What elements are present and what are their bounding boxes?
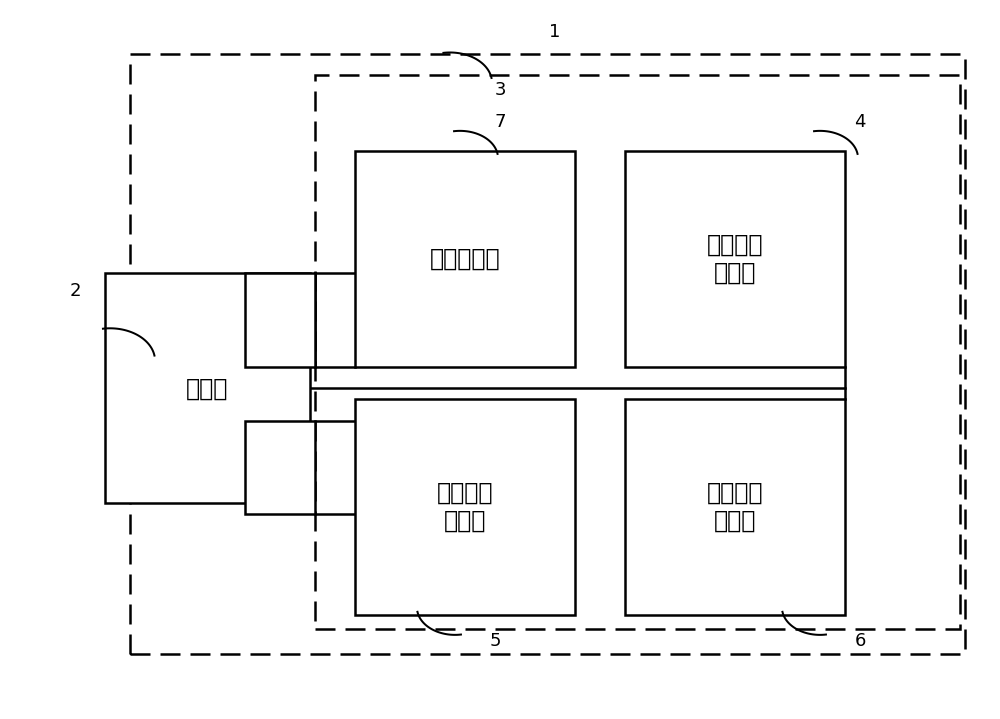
Bar [130,54,965,654]
Bar [245,273,315,367]
Text: 3: 3 [494,81,506,99]
Text: 7: 7 [494,113,506,132]
Bar [105,273,310,503]
Bar [625,151,845,367]
Text: 4: 4 [854,113,866,132]
Text: 第一温度
传感器: 第一温度 传感器 [707,233,763,285]
Text: 第二温度
传感器: 第二温度 传感器 [437,481,493,533]
Text: 6: 6 [854,632,866,651]
Bar [245,421,315,514]
Text: 1: 1 [549,23,561,42]
Bar [625,399,845,615]
Bar [355,151,575,367]
Text: 5: 5 [489,632,501,651]
Text: 第三温度
传感器: 第三温度 传感器 [707,481,763,533]
Text: 高压传感器: 高压传感器 [430,247,500,271]
Text: 处理器: 处理器 [186,376,229,400]
Bar [315,75,960,629]
Bar [355,399,575,615]
Text: 2: 2 [69,282,81,301]
